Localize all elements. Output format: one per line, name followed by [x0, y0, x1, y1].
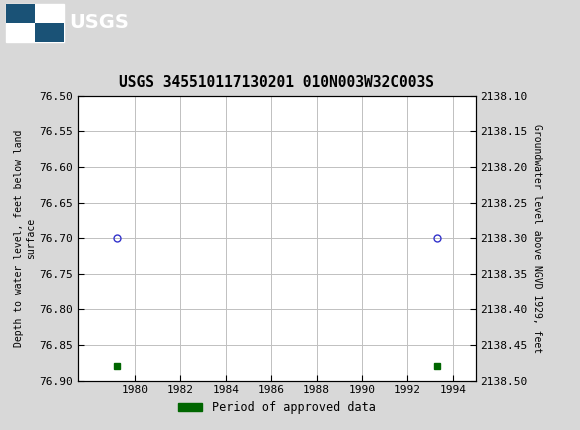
- Legend: Period of approved data: Period of approved data: [174, 396, 380, 419]
- Text: USGS: USGS: [70, 13, 129, 32]
- Y-axis label: Groundwater level above NGVD 1929, feet: Groundwater level above NGVD 1929, feet: [532, 123, 542, 353]
- FancyBboxPatch shape: [35, 3, 64, 22]
- FancyBboxPatch shape: [6, 22, 35, 42]
- FancyBboxPatch shape: [35, 22, 64, 42]
- FancyBboxPatch shape: [6, 3, 64, 42]
- Title: USGS 345510117130201 010N003W32C003S: USGS 345510117130201 010N003W32C003S: [119, 75, 434, 90]
- Y-axis label: Depth to water level, feet below land
surface: Depth to water level, feet below land su…: [14, 129, 35, 347]
- FancyBboxPatch shape: [6, 3, 35, 22]
